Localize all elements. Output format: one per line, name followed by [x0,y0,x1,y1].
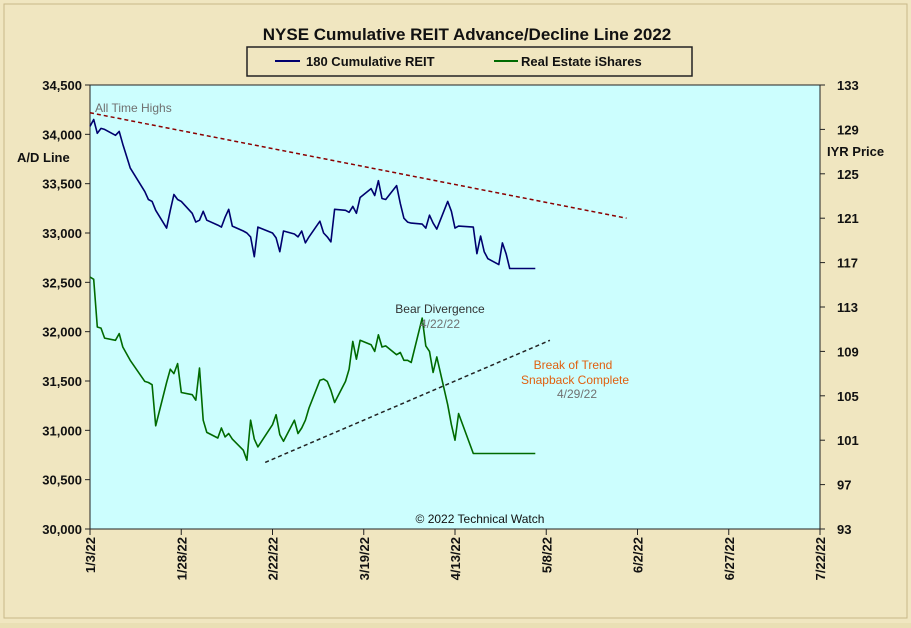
y-right-tick-label: 105 [837,389,859,404]
x-tick-label: 6/2/22 [631,537,646,573]
x-tick-label: 5/8/22 [539,537,554,573]
series-line-adline [89,118,536,270]
y-left-tick-label: 31,000 [42,423,82,438]
y-right-tick-label: 133 [837,78,859,93]
y-right-tick-label: 113 [837,300,858,315]
annotation-all-time-highs: All Time Highs [95,101,172,115]
chart-title: NYSE Cumulative REIT Advance/Decline Lin… [263,25,671,44]
annotation-snapback-complete: Snapback Complete [521,373,629,387]
y-axis-right-label: IYR Price [827,144,884,159]
x-tick-label: 4/13/22 [448,537,463,580]
trendlines [89,112,627,464]
x-tick-label: 1/28/22 [174,537,189,580]
axes: 30,000 30,500 31,000 31,500 32,000 32,500 33,0… [42,78,858,580]
y-right-tick-label: 117 [837,256,858,271]
y-right-tick-label: 93 [837,522,851,537]
legend-label-adline: 180 Cumulative REIT [306,54,435,69]
annotation-break-of-trend: Break of Trend [534,358,613,372]
y-axis-left-label: A/D Line [17,150,70,165]
y-right-tick-label: 121 [837,211,859,226]
outer-border [3,3,908,619]
y-left-tick-label: 33,500 [42,177,82,192]
series-line-iyr [89,276,536,462]
y-left-tick-label: 34,500 [42,78,82,93]
y-right-tick-label: 129 [837,122,859,137]
trendline-resistance [89,112,627,219]
y-right-tick-label: 109 [837,344,859,359]
annotation-bear-divergence-date: 4/22/22 [420,317,460,331]
y-right-tick-label: 101 [837,433,859,448]
y-left-tick-label: 30,000 [42,522,82,537]
x-tick-label: 7/22/22 [813,537,828,580]
legend: 180 Cumulative REIT Real Estate iShares [246,46,693,77]
y-left-tick-label: 34,000 [42,127,82,142]
series-lines [89,118,536,462]
legend-label-iyr: Real Estate iShares [521,54,642,69]
y-left-tick-label: 30,500 [42,473,82,488]
copyright-text: © 2022 Technical Watch [416,512,545,526]
y-left-tick-label: 32,000 [42,325,82,340]
x-tick-label: 2/22/22 [266,537,281,580]
y-left-tick-label: 32,500 [42,275,82,290]
x-tick-label: 1/3/22 [83,537,98,573]
y-right-tick-label: 125 [837,167,859,182]
x-tick-label: 3/19/22 [357,537,372,580]
trendline-support [264,339,551,464]
y-left-tick-label: 31,500 [42,374,82,389]
x-tick-label: 6/27/22 [722,537,737,580]
y-right-tick-label: 97 [837,478,851,493]
annotation-snapback-date: 4/29/22 [557,387,597,401]
y-left-tick-label: 33,000 [42,226,82,241]
annotation-bear-divergence: Bear Divergence [395,302,485,316]
plot-area [89,84,821,530]
